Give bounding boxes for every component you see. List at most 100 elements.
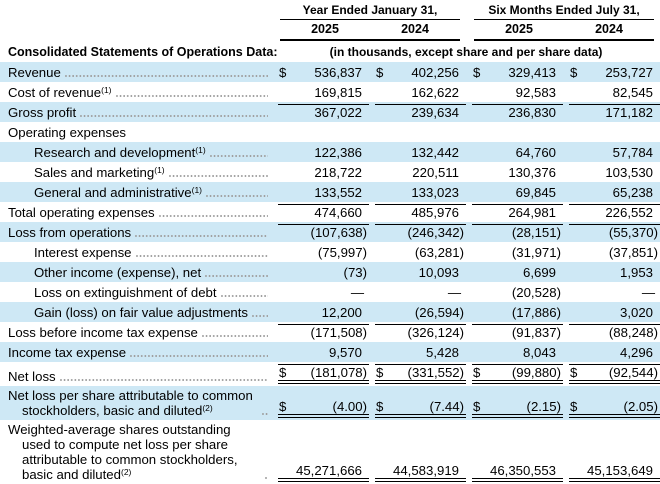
value-group: 8,043 [472, 345, 563, 360]
value-group: $ (181,078) [278, 364, 369, 384]
value-group: 69,845 [472, 185, 563, 200]
value-group: (63,281) [375, 245, 466, 260]
row-label: Weighted-average shares outstanding used… [8, 422, 261, 482]
value-group: (88,248) [569, 324, 660, 340]
dotted-leader [201, 335, 268, 337]
table-row: Interest expense (75,997) (63,281) (31,971)… [0, 242, 660, 262]
value-group: 474,660 [278, 204, 369, 220]
dotted-leader [264, 477, 268, 479]
dotted-leader [115, 95, 268, 97]
amount-cell: (92,544) [608, 365, 658, 380]
value-group: (73) [278, 265, 369, 280]
row-label-cell: Net loss [0, 369, 272, 384]
amount-cell: 10,093 [418, 265, 459, 280]
value-group: 1,953 [569, 265, 660, 280]
value-group: 45,271,666 [278, 463, 369, 482]
amount-cell: 236,830 [508, 105, 556, 120]
value-group: 65,238 [569, 185, 660, 200]
amount-cell: 103,530 [605, 165, 653, 180]
amount-cell: (7.44) [429, 399, 464, 414]
amount-cell: (181,078) [310, 365, 367, 380]
value-group: 10,093 [375, 265, 466, 280]
amount-cell: 485,976 [411, 205, 459, 220]
row-label-cell: Loss from operations [0, 225, 272, 240]
amount-cell: 132,442 [411, 145, 459, 160]
value-group: (91,837) [472, 324, 563, 340]
amount-cell: (326,124) [407, 325, 464, 340]
row-label-cell: Weighted-average shares outstanding used… [0, 422, 272, 482]
row-label-cell: Total operating expenses [0, 205, 272, 220]
value-group: 220,511 [375, 165, 466, 180]
period-group-title: Six Months Ended July 31, [474, 0, 654, 20]
amount-cell: 82,545 [612, 85, 653, 100]
amount-cell: 474,660 [314, 205, 362, 220]
footnote-reference: (1) [191, 185, 202, 195]
amount-cell: 3,020 [619, 305, 653, 320]
amount-cell: (17,886) [511, 305, 561, 320]
row-label: Total operating expenses [8, 205, 155, 220]
value-group: 6,699 [472, 265, 563, 280]
amount-cell: (75,997) [317, 245, 367, 260]
dotted-leader [158, 215, 268, 217]
amount-cell: 6,699 [522, 265, 556, 280]
row-label-text: Loss before income tax expense [8, 325, 198, 340]
table-row: Weighted-average shares outstanding used… [0, 420, 660, 484]
dotted-leader [205, 275, 268, 277]
amount-cell: 402,256 [411, 65, 459, 80]
dotted-leader [80, 115, 268, 117]
value-group: 4,296 [569, 345, 660, 360]
amount-cell: (107,638) [310, 225, 367, 240]
dotted-leader [168, 175, 268, 177]
value-group: (26,594) [375, 305, 466, 320]
table-row: Net loss per share attributable to commo… [0, 386, 660, 420]
table-row: Income tax expense 9,570 5,428 8,043 4,296 [0, 342, 660, 362]
value-group: 132,442 [375, 145, 466, 160]
value-group: $ (92,544) [569, 364, 660, 384]
table-row: Loss from operations (107,638) (246,342) (2… [0, 222, 660, 242]
row-label: Net loss [8, 369, 56, 384]
row-label-cell: Sales and marketing(1) [0, 165, 272, 180]
units-note: (in thousands, except share and per shar… [329, 45, 603, 59]
table-row: Other income (expense), net (73) 10,093 6,6… [0, 262, 660, 282]
row-label-cell: Loss before income tax expense [0, 325, 272, 340]
value-group: — [278, 285, 369, 300]
table-row: Total operating expenses 474,660 485,976 26… [0, 202, 660, 222]
value-group: 3,020 [569, 305, 660, 320]
amount-cell: — [641, 285, 655, 300]
row-label-cell: Operating expenses [0, 125, 272, 140]
row-label-cell: Cost of revenue(1) [0, 85, 272, 100]
value-group: 130,376 [472, 165, 563, 180]
amount-cell: 57,784 [612, 145, 653, 160]
row-label-text: General and administrative [34, 185, 192, 200]
value-group: 133,552 [278, 185, 369, 200]
dotted-leader [209, 155, 268, 157]
amount-cell: (99,880) [511, 365, 561, 380]
table-title: Consolidated Statements of Operations Da… [8, 45, 278, 59]
amount-cell: (37,851) [608, 245, 658, 260]
period-group-six-months: Six Months Ended July 31, 2025 2024 [474, 0, 654, 41]
table-row: Gross profit 367,022 239,634 236,830 171,182 [0, 102, 660, 122]
value-group: 57,784 [569, 145, 660, 160]
value-group: (17,886) [472, 305, 563, 320]
amount-cell: 264,981 [508, 205, 556, 220]
amount-cell: 69,845 [515, 185, 556, 200]
value-group: (31,971) [472, 245, 563, 260]
dotted-leader [206, 195, 268, 197]
period-group-title: Year Ended January 31, [280, 0, 460, 20]
value-group: 12,200 [278, 305, 369, 320]
amount-cell: 64,760 [515, 145, 556, 160]
table-header: Year Ended January 31, 2025 2024 Six Mon… [0, 0, 660, 62]
row-label: Loss from operations [8, 225, 131, 240]
row-label-cell: Net loss per share attributable to commo… [0, 388, 272, 418]
value-group: (326,124) [375, 324, 466, 340]
value-group: 239,634 [375, 104, 466, 120]
value-group: 162,622 [375, 85, 466, 100]
amount-cell: 12,200 [321, 305, 362, 320]
row-label-text: Sales and marketing [34, 165, 155, 180]
amount-cell: 130,376 [508, 165, 556, 180]
value-group: 103,530 [569, 165, 660, 180]
row-label: Revenue [8, 65, 61, 80]
dotted-leader [64, 75, 268, 77]
row-label-cell: Gross profit [0, 105, 272, 120]
